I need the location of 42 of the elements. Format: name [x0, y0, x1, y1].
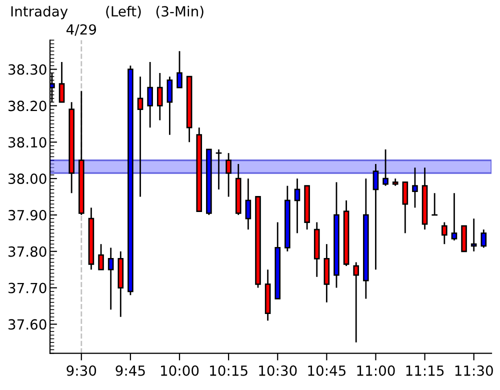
candlestick — [137, 76, 144, 198]
y-tick-label: 38.00 — [8, 174, 46, 184]
candlestick — [226, 152, 232, 198]
x-tick-label: 9:30 — [66, 365, 96, 376]
x-tick-label: 10:15 — [210, 365, 248, 376]
candlestick — [216, 148, 222, 190]
x-tick-label: 10:30 — [259, 365, 297, 376]
x-tick-label: 11:15 — [406, 366, 444, 376]
candlestick — [245, 178, 252, 230]
candlestick — [58, 61, 65, 103]
candlestick — [353, 262, 360, 344]
candlestick — [402, 181, 408, 234]
candlestick — [412, 166, 418, 208]
candlestick — [442, 222, 448, 245]
y-tick-label: 37.60 — [8, 319, 46, 330]
x-tick-label: 11:00 — [357, 365, 395, 376]
text: 4/29 — [66, 24, 96, 36]
x-tick-label: 10:45 — [308, 365, 346, 376]
candlestick — [98, 243, 104, 270]
candlestick — [470, 218, 477, 252]
y-tick-label: 38.20 — [8, 100, 46, 112]
y-tick-label: 38.10 — [8, 137, 46, 148]
candlestick — [176, 50, 182, 88]
candlestick — [372, 163, 379, 270]
y-tick-label: 38.30 — [8, 64, 46, 75]
candlestick — [382, 148, 388, 187]
y-tick-label: 37.70 — [8, 282, 46, 294]
y-tick-label: 37.80 — [8, 246, 46, 257]
candlestick — [432, 192, 438, 216]
candlestick — [480, 228, 487, 248]
chart-subtitle: (Left) (3-Min) — [106, 6, 204, 18]
candlestick — [108, 247, 114, 310]
y-tick-label: 37.90 — [8, 210, 46, 220]
candlestick — [294, 178, 300, 234]
candlestick — [156, 72, 163, 121]
candlestick — [166, 76, 173, 136]
x-tick-label: 10:00 — [161, 365, 199, 376]
x-tick-label: 9:45 — [116, 365, 145, 376]
chart-title: Intraday — [11, 6, 68, 20]
x-tick-label: 11:30 — [455, 365, 493, 376]
candlestick — [451, 192, 458, 242]
candlestick — [147, 61, 153, 128]
